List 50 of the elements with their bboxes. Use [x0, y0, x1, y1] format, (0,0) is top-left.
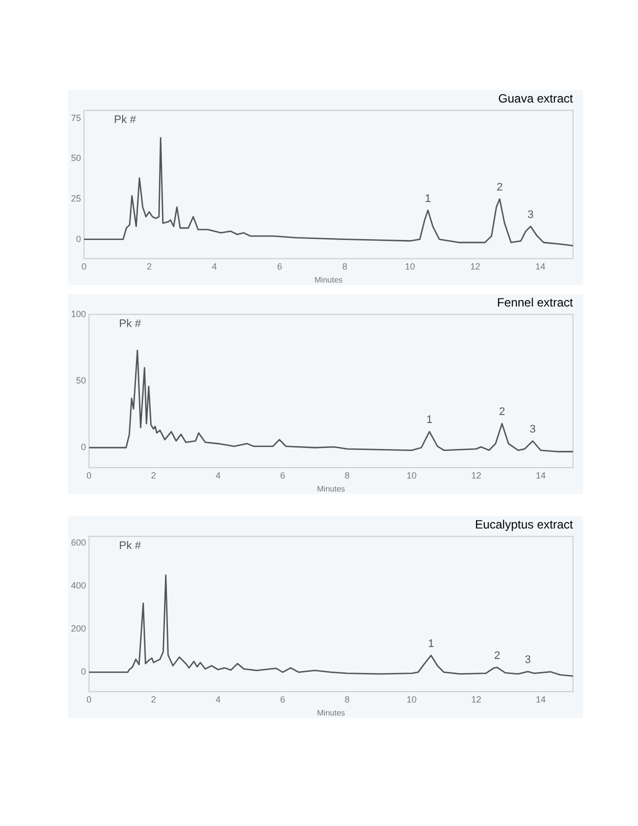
y-tick-label: 400 [70, 580, 86, 590]
y-tick-label: 0 [76, 234, 82, 244]
x-tick-label: 14 [536, 694, 546, 704]
x-tick-label: 6 [277, 261, 282, 272]
y-tick-label: 0 [81, 442, 86, 452]
y-tick-label: 0 [81, 666, 86, 677]
x-axis-title: Minutes [317, 484, 346, 494]
x-tick-label: 10 [406, 694, 417, 704]
annotation: 1 [426, 414, 432, 426]
x-tick-label: 12 [470, 261, 480, 272]
y-tick-label: 50 [70, 153, 82, 164]
x-axis-title: Minutes [317, 708, 346, 718]
x-tick-label: 10 [404, 261, 416, 272]
y-tick-label: 25 [70, 193, 82, 204]
chart-title: Fennel extract [496, 296, 574, 310]
annotation: Pk # [114, 114, 137, 126]
chart-title: Guava extract [498, 92, 574, 106]
x-tick-label: 14 [535, 261, 546, 272]
x-tick-label: 2 [151, 470, 156, 480]
x-tick-label: 8 [344, 694, 350, 704]
x-tick-label: 12 [471, 694, 482, 704]
x-axis-title: Minutes [314, 275, 343, 284]
x-tick-label: 12 [471, 470, 482, 480]
chart-title: Eucalyptus extract [474, 518, 574, 532]
x-tick-label: 6 [280, 470, 286, 480]
x-tick-label: 2 [151, 694, 156, 704]
x-tick-label: 8 [342, 261, 348, 272]
annotation: 2 [496, 182, 503, 194]
annotation: 1 [424, 192, 431, 205]
annotation: 1 [428, 638, 434, 650]
y-tick-label: 50 [76, 375, 86, 386]
annotation: Pk # [119, 540, 142, 552]
annotation: 2 [498, 406, 506, 418]
x-tick-label: 6 [280, 694, 286, 704]
x-tick-label: 8 [344, 470, 350, 480]
annotation: Pk # [119, 318, 142, 330]
annotation: 3 [528, 208, 534, 221]
x-tick-label: 4 [216, 694, 221, 704]
annotation: 3 [524, 654, 531, 666]
x-tick-label: 4 [216, 470, 221, 480]
y-tick-label: 200 [70, 624, 86, 634]
x-tick-label: 4 [212, 261, 217, 272]
y-tick-label: 600 [70, 537, 86, 548]
annotation: 3 [530, 423, 536, 436]
y-tick-label: 100 [70, 308, 86, 319]
x-tick-label: 2 [146, 261, 152, 272]
x-tick-label: 10 [406, 470, 417, 480]
y-tick-label: 75 [70, 112, 82, 123]
annotation: 2 [494, 650, 500, 662]
x-tick-label: 14 [536, 470, 546, 480]
